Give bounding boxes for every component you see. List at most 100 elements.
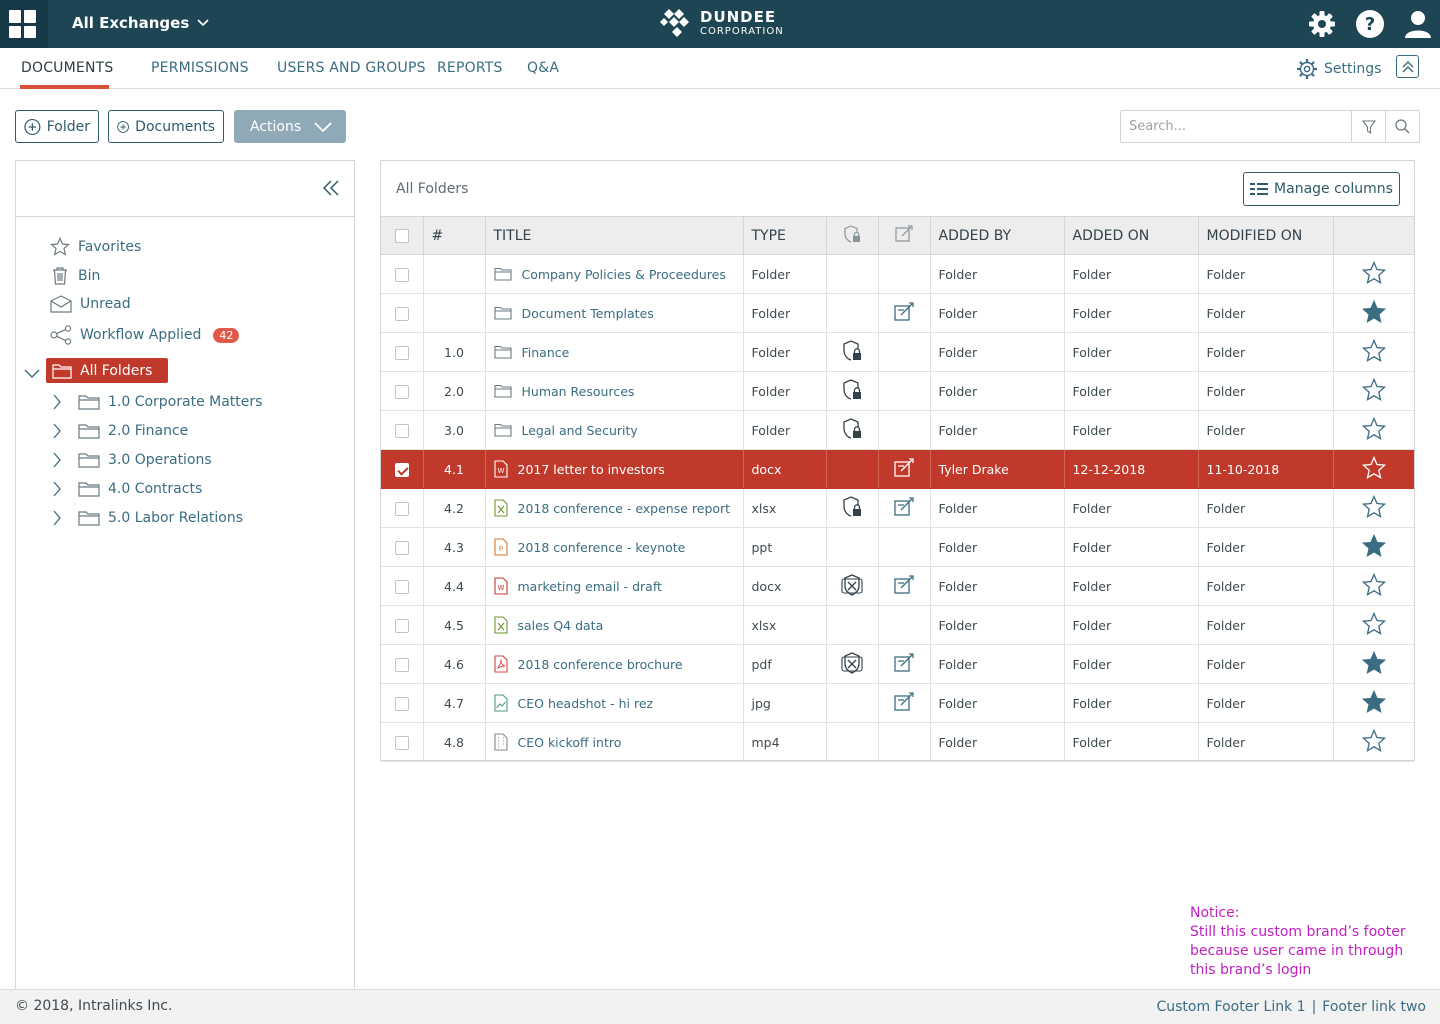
row-title-link[interactable]: sales Q4 data: [517, 617, 604, 633]
table-row[interactable]: 4.3 P 2018 conference - keynote ppt Folder Fo…: [381, 527, 1414, 567]
star-icon[interactable]: [1361, 572, 1386, 597]
star-icon[interactable]: [1361, 377, 1386, 402]
star-icon[interactable]: [1361, 494, 1386, 519]
row-title-link[interactable]: CEO headshot - hi rez: [517, 695, 654, 711]
row-title-link[interactable]: marketing email - draft: [517, 578, 662, 594]
column-header-added-by[interactable]: ADDED BY: [930, 216, 1065, 255]
column-header-title[interactable]: TITLE: [485, 216, 744, 255]
row-title-link[interactable]: 2018 conference brochure: [517, 656, 683, 672]
tree-item-folder[interactable]: 4.0 Contracts: [52, 481, 202, 497]
table-row[interactable]: 4.1 W 2017 letter to investors docx Tyler Dr…: [381, 449, 1414, 489]
star-filled-icon[interactable]: [1361, 689, 1386, 714]
sidebar-item-favorites[interactable]: Favorites: [50, 237, 141, 257]
sidebar-item-unread[interactable]: Unread: [50, 295, 131, 313]
row-title-link[interactable]: Company Policies & Proceedures: [521, 266, 726, 282]
star-filled-icon[interactable]: [1361, 533, 1386, 558]
tree-item-folder[interactable]: 3.0 Operations: [52, 452, 212, 468]
row-checkbox[interactable]: [394, 696, 409, 711]
chevron-right-icon[interactable]: [52, 481, 62, 497]
edit-note-icon[interactable]: [893, 691, 915, 713]
table-row[interactable]: 4.5 sales Q4 data xlsx Folder Folder Folder: [381, 605, 1414, 645]
gear-icon[interactable]: [1306, 8, 1338, 40]
star-icon[interactable]: [1361, 455, 1386, 480]
star-icon[interactable]: [1361, 416, 1386, 441]
restricted-x-icon[interactable]: [840, 573, 864, 597]
row-title-link[interactable]: CEO kickoff intro: [517, 734, 622, 750]
row-title-link[interactable]: Human Resources: [521, 383, 635, 399]
edit-note-icon[interactable]: [893, 652, 915, 674]
table-row[interactable]: 4.6 2018 conference brochure pdf Folder Fold…: [381, 644, 1414, 684]
tree-item-all-folders[interactable]: All Folders: [46, 358, 169, 383]
edit-note-icon[interactable]: [893, 574, 915, 596]
footer-link-2[interactable]: Footer link two: [1322, 999, 1426, 1015]
tab-reports[interactable]: REPORTS: [437, 60, 503, 76]
row-checkbox[interactable]: [394, 423, 409, 438]
shield-lock-icon[interactable]: [841, 378, 863, 402]
tab-permissions[interactable]: PERMISSIONS: [151, 60, 249, 76]
row-checkbox[interactable]: [394, 501, 409, 516]
column-header-type[interactable]: TYPE: [743, 216, 827, 255]
row-checkbox[interactable]: [394, 618, 409, 633]
chevron-right-icon[interactable]: [52, 394, 62, 410]
collapse-header-button[interactable]: [1396, 55, 1419, 78]
row-title-link[interactable]: Document Templates: [521, 305, 654, 321]
tab-qa[interactable]: Q&A: [527, 60, 560, 76]
star-icon[interactable]: [1361, 338, 1386, 363]
user-icon[interactable]: [1402, 8, 1434, 40]
row-title-link[interactable]: 2017 letter to investors: [517, 461, 665, 477]
filter-button[interactable]: [1351, 111, 1385, 142]
row-checkbox[interactable]: [394, 657, 409, 672]
expand-all-folders-toggle[interactable]: [24, 364, 40, 383]
apps-grid-icon[interactable]: [0, 0, 48, 48]
shield-lock-icon[interactable]: [841, 417, 863, 441]
row-title-link[interactable]: Legal and Security: [521, 422, 638, 438]
restricted-x-icon[interactable]: [840, 651, 864, 675]
chevron-right-icon[interactable]: [52, 510, 62, 526]
shield-lock-icon[interactable]: [841, 339, 863, 363]
row-checkbox[interactable]: [394, 462, 409, 477]
exchange-selector[interactable]: All Exchanges: [72, 14, 209, 32]
edit-note-icon[interactable]: [893, 301, 915, 323]
tab-users-and-groups[interactable]: USERS AND GROUPS: [277, 60, 426, 76]
star-filled-icon[interactable]: [1361, 650, 1386, 675]
column-header-lock[interactable]: [826, 216, 879, 255]
tree-item-folder[interactable]: 1.0 Corporate Matters: [52, 394, 262, 410]
settings-link[interactable]: Settings: [1296, 58, 1381, 80]
row-checkbox[interactable]: [394, 579, 409, 594]
table-row[interactable]: Document Templates Folder Folder Folder Fold…: [381, 293, 1414, 333]
table-row[interactable]: 1.0 Finance Folder Folder Folder Folder: [381, 332, 1414, 372]
manage-columns-button[interactable]: Manage columns: [1243, 172, 1400, 206]
column-header-added-on[interactable]: ADDED ON: [1064, 216, 1199, 255]
shield-lock-icon[interactable]: [841, 495, 863, 519]
row-checkbox[interactable]: [394, 540, 409, 555]
sidebar-item-workflow-applied[interactable]: Workflow Applied 42: [50, 325, 240, 345]
column-header-edit[interactable]: [878, 216, 931, 255]
tab-documents[interactable]: DOCUMENTS: [21, 60, 114, 76]
search-button[interactable]: [1385, 111, 1419, 142]
tree-item-folder[interactable]: 2.0 Finance: [52, 423, 188, 439]
row-checkbox[interactable]: [394, 306, 409, 321]
select-all-checkbox[interactable]: [394, 228, 409, 243]
search-input[interactable]: [1121, 111, 1351, 142]
edit-note-icon[interactable]: [893, 457, 915, 479]
star-icon[interactable]: [1361, 728, 1386, 753]
row-title-link[interactable]: 2018 conference - keynote: [517, 539, 686, 555]
column-header-number[interactable]: #: [423, 216, 486, 255]
row-checkbox[interactable]: [394, 384, 409, 399]
row-checkbox[interactable]: [394, 267, 409, 282]
collapse-panel-button[interactable]: [322, 179, 340, 201]
chevron-right-icon[interactable]: [52, 423, 62, 439]
tree-item-folder[interactable]: 5.0 Labor Relations: [52, 510, 243, 526]
footer-link-1[interactable]: Custom Footer Link 1: [1156, 999, 1306, 1015]
column-header-modified-on[interactable]: MODIFIED ON: [1198, 216, 1334, 255]
star-filled-icon[interactable]: [1361, 299, 1386, 324]
table-row[interactable]: 2.0 Human Resources Folder Folder Folder Fold…: [381, 371, 1414, 411]
star-icon[interactable]: [1361, 611, 1386, 636]
row-checkbox[interactable]: [394, 735, 409, 750]
row-checkbox[interactable]: [394, 345, 409, 360]
table-row[interactable]: Company Policies & Proceedures Folder Fold…: [381, 254, 1414, 294]
help-icon[interactable]: ?: [1354, 8, 1386, 40]
chevron-right-icon[interactable]: [52, 452, 62, 468]
edit-note-icon[interactable]: [893, 496, 915, 518]
